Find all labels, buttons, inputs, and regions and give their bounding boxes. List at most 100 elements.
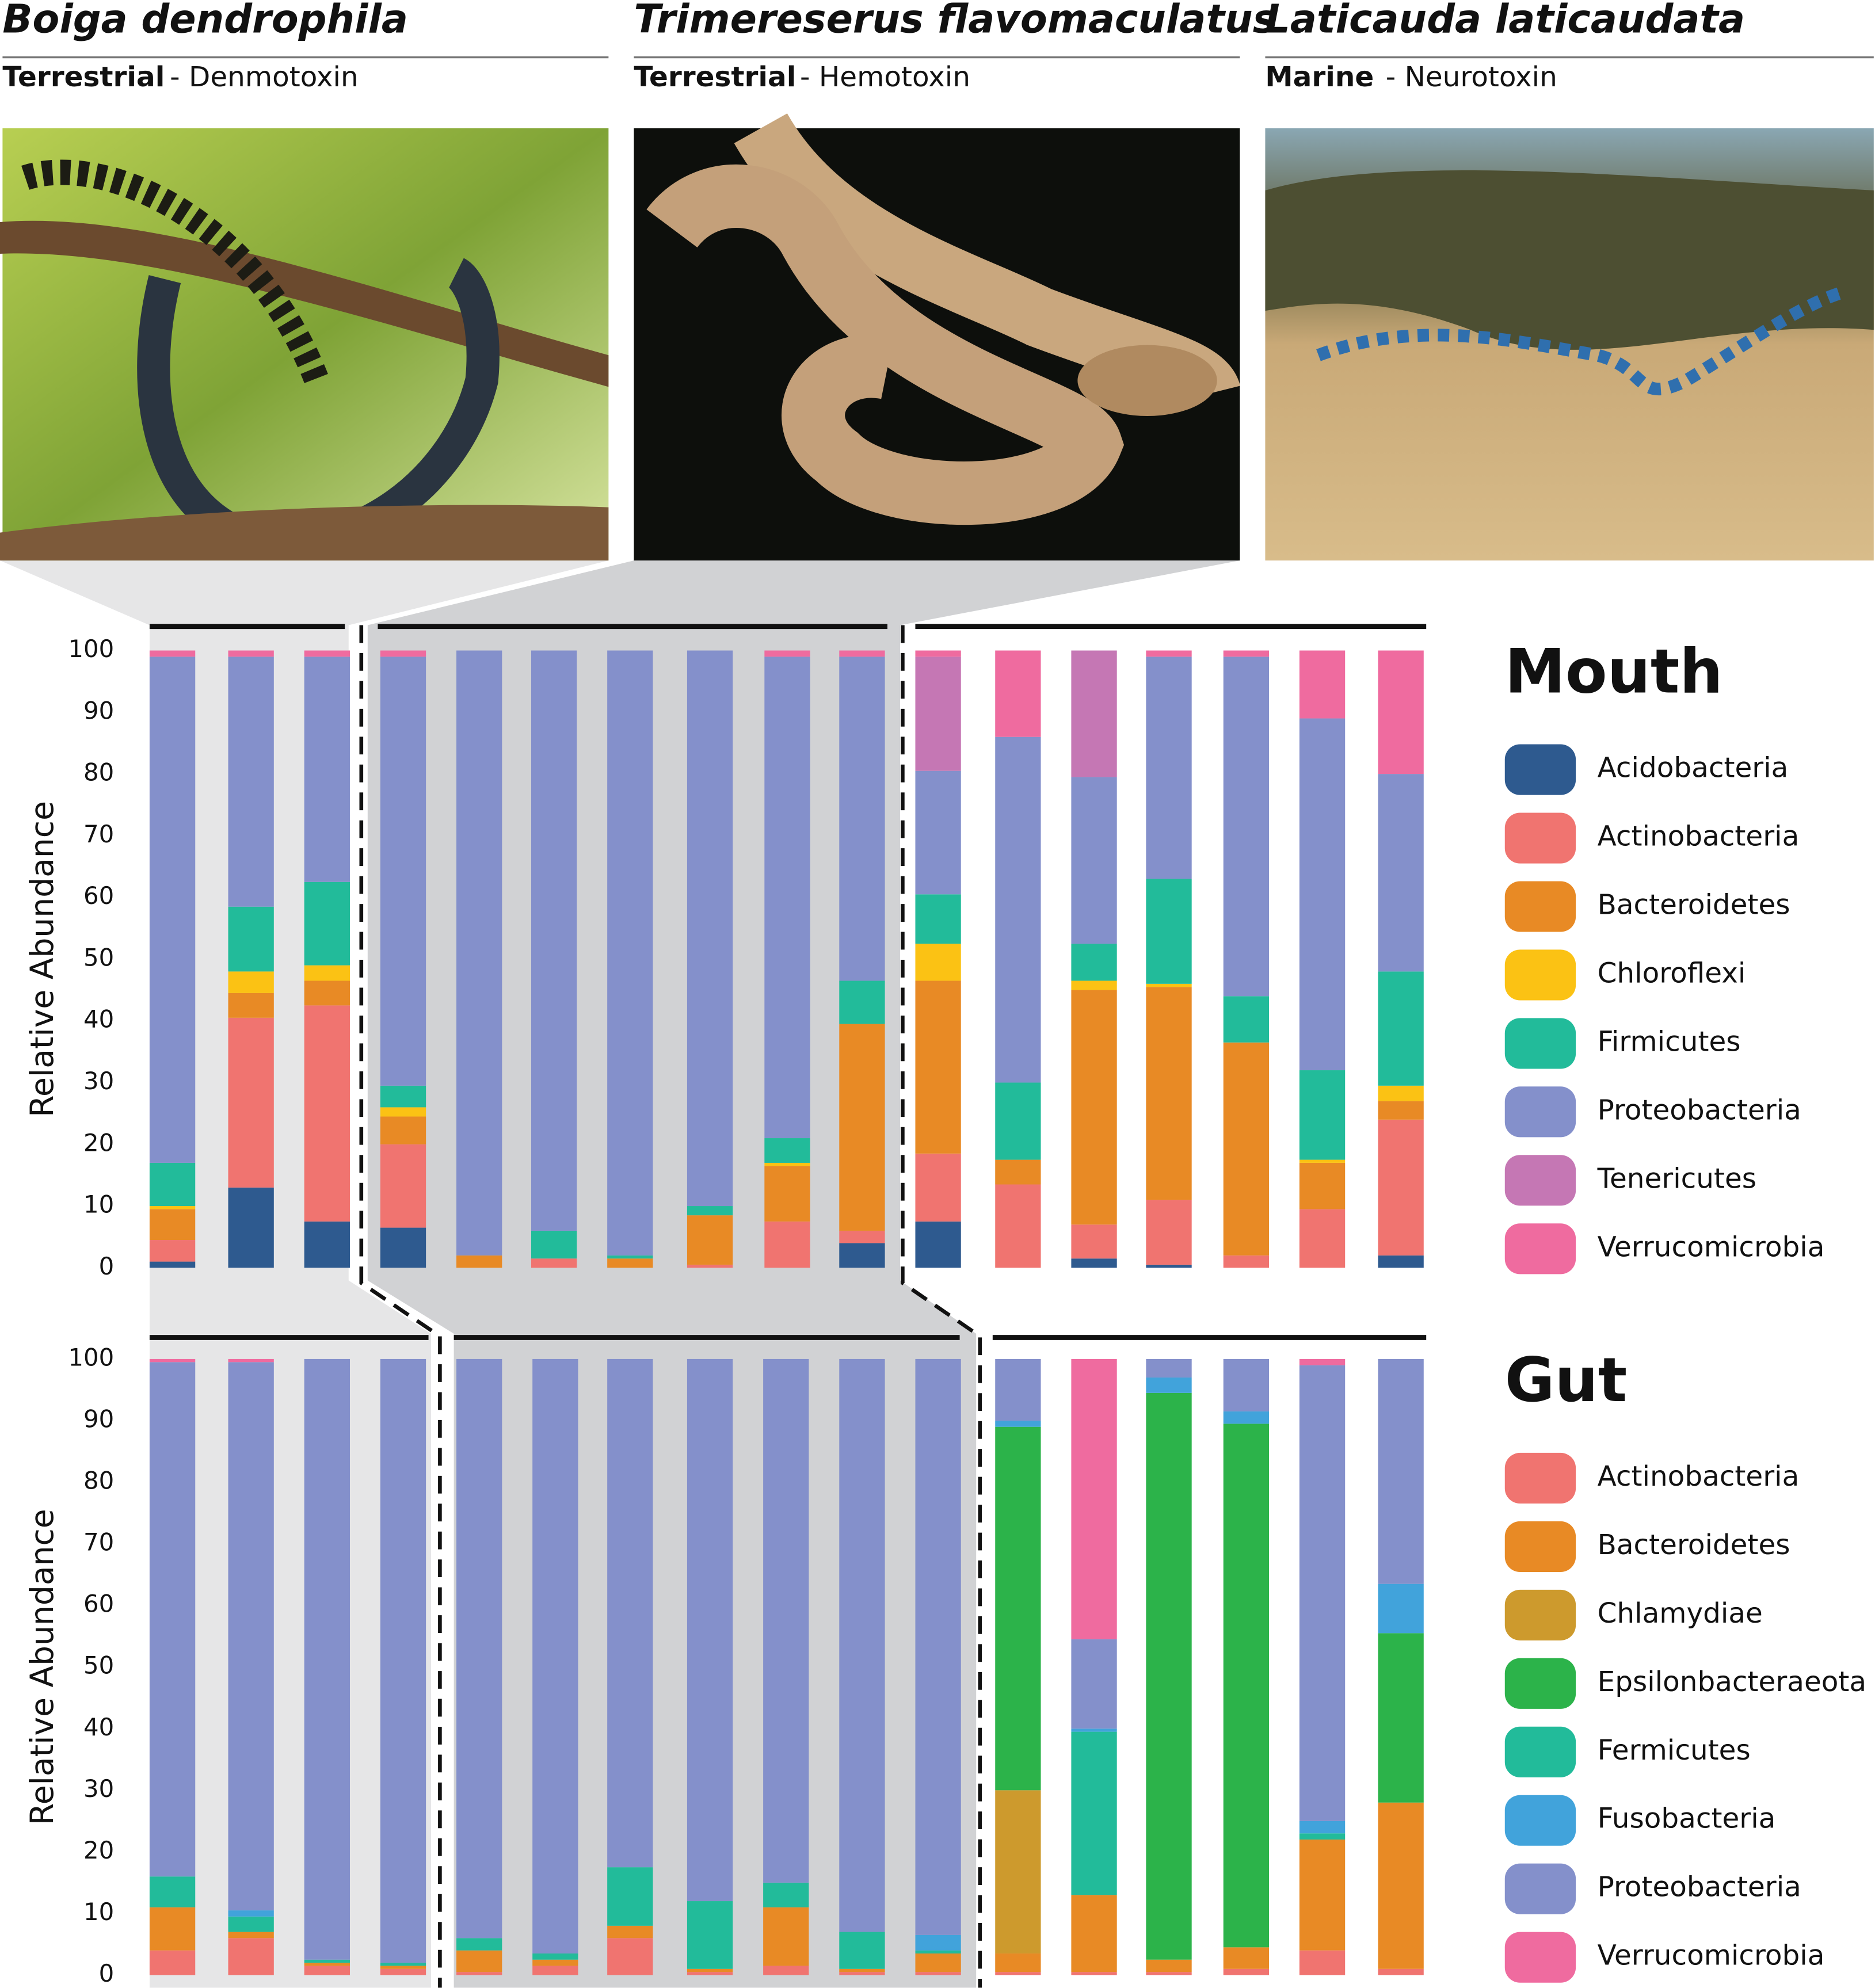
bar-segment <box>1223 1411 1270 1424</box>
species-header: Trimereserus flavomaculatus Terrestrial … <box>634 0 1276 93</box>
bar-segment <box>764 657 810 1139</box>
bar-segment <box>1071 990 1117 1225</box>
habitat: Marine <box>1265 61 1374 93</box>
y-tick-label: 50 <box>83 1651 114 1680</box>
bar-segment <box>456 1359 502 1939</box>
legend-swatch <box>1504 949 1576 1001</box>
bar-segment <box>1299 1839 1346 1951</box>
bar-segment <box>763 1907 809 1966</box>
bar-segment <box>456 650 502 1256</box>
bar-segment <box>607 1359 653 1868</box>
bar-segment <box>149 1209 196 1241</box>
bar-segment <box>380 1963 426 1966</box>
bar-segment <box>995 1790 1041 1954</box>
bar-segment <box>1378 1101 1424 1120</box>
y-tick-label: 0 <box>99 1252 115 1280</box>
legend-label: Actinobacteria <box>1598 1460 1800 1493</box>
photo <box>1265 128 1874 561</box>
y-tick-label: 100 <box>68 1343 114 1371</box>
bar-segment <box>839 1230 885 1243</box>
bar-segment <box>1378 1633 1424 1803</box>
bar-segment <box>1071 650 1117 777</box>
bar-segment <box>915 1221 961 1268</box>
bar-segment <box>1378 650 1424 774</box>
bar-segment <box>1223 1968 1270 1975</box>
legend-swatch <box>1504 881 1576 932</box>
bar-segment <box>1299 1833 1346 1840</box>
bar-segment <box>764 1221 810 1268</box>
bar-segment <box>532 1959 578 1966</box>
species-header: Boiga dendrophila Terrestrial - Denmotox… <box>2 0 609 93</box>
bar-segment <box>380 1227 426 1268</box>
bar-segment <box>1223 1359 1270 1411</box>
bar-segment <box>304 1359 350 1960</box>
legend-label: Verrucomicrobia <box>1598 1231 1825 1263</box>
bar-segment <box>995 1426 1041 1791</box>
bar-segment <box>456 1972 502 1975</box>
bar-segment <box>915 650 961 657</box>
bar-segment <box>1146 1972 1192 1975</box>
bar-segment <box>1146 650 1192 657</box>
bar-segment <box>995 1082 1041 1160</box>
bar-segment <box>1299 1070 1346 1160</box>
bar-segment <box>1378 1085 1424 1101</box>
bar-segment <box>1071 980 1117 990</box>
bar-segment <box>1378 1802 1424 1969</box>
bar-segment <box>304 1966 350 1975</box>
bar-segment <box>687 650 733 1207</box>
bar-segment <box>839 657 885 981</box>
bar-segment <box>149 1359 196 1363</box>
y-tick-label: 40 <box>83 1713 114 1741</box>
bar-segment <box>149 1162 196 1207</box>
bar-segment <box>532 1953 578 1960</box>
bar-segment <box>149 1907 196 1951</box>
bar-segment <box>380 1968 426 1975</box>
y-tick-label: 20 <box>83 1836 114 1864</box>
bar-segment <box>1223 1424 1270 1948</box>
bar-segment <box>380 1359 426 1963</box>
bar-segment <box>607 1925 653 1939</box>
bar-segment <box>1071 1359 1117 1640</box>
bar-segment <box>531 1230 577 1259</box>
bar-segment <box>380 1085 426 1108</box>
bar-segment <box>304 1959 350 1963</box>
bar-segment <box>764 1166 810 1222</box>
y-tick-label: 30 <box>83 1067 114 1095</box>
bar-segment <box>763 1359 809 1883</box>
toxin: - Denmotoxin <box>170 61 359 93</box>
bar-segment <box>764 1138 810 1163</box>
bar-segment <box>995 1420 1041 1427</box>
bar-segment <box>915 1950 961 1954</box>
y-tick-label: 10 <box>83 1190 114 1219</box>
bar-segment <box>304 980 350 1006</box>
bar-segment <box>915 770 961 895</box>
legend-label: Chlamydiae <box>1598 1597 1763 1630</box>
bar-segment <box>1299 1821 1346 1834</box>
bar-segment <box>531 650 577 1231</box>
legend-title: Gut <box>1505 1345 1628 1415</box>
bar-segment <box>607 650 653 1256</box>
bar-segment <box>995 650 1041 737</box>
bar-segment <box>607 1938 653 1975</box>
bar-segment <box>228 1359 274 1363</box>
bar-segment <box>1299 1359 1346 1365</box>
bar-segment <box>1378 1968 1424 1975</box>
legend-swatch <box>1504 1086 1576 1138</box>
legend-swatch <box>1504 1795 1576 1846</box>
bar-segment <box>1146 1378 1192 1393</box>
bar-segment <box>380 1107 426 1117</box>
bar-segment <box>228 906 274 972</box>
divider <box>359 625 442 1988</box>
bar-segment <box>149 1261 196 1268</box>
y-tick-label: 70 <box>83 1528 114 1556</box>
bar-segment <box>1223 1947 1270 1969</box>
group-shade <box>367 560 1240 1988</box>
bar-segment <box>1146 879 1192 984</box>
bar-segment <box>1146 1264 1192 1268</box>
bar-segment <box>1299 1159 1346 1163</box>
bar-segment <box>995 737 1041 1083</box>
bar-segment <box>915 1953 961 1972</box>
y-tick-label: 60 <box>83 1590 114 1618</box>
bar-segment <box>1299 1209 1346 1268</box>
bar-segment <box>228 993 274 1018</box>
